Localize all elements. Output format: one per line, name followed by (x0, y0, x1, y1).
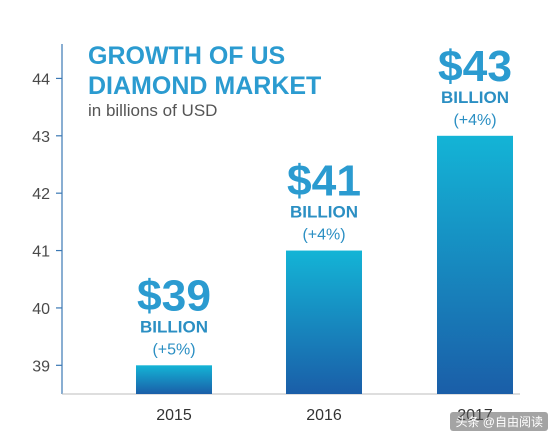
y-tick-label: 42 (32, 186, 50, 203)
y-tick-label: 44 (32, 71, 50, 88)
y-axis-ticks: 39 40 41 42 43 44 (32, 71, 62, 375)
data-label-unit: BILLION (140, 317, 208, 336)
bar-2016 (286, 250, 362, 394)
x-axis-categories: 201520162017 (156, 407, 493, 424)
bar-2015 (136, 365, 212, 394)
data-label-change: (+4%) (302, 227, 345, 244)
data-label-unit: BILLION (441, 88, 509, 107)
bars (136, 135, 513, 394)
data-label-change: (+5%) (152, 341, 195, 358)
y-tick-label: 43 (32, 129, 50, 146)
data-label-value: $41 (287, 157, 361, 206)
watermark: 头条 @自由阅读 (450, 412, 548, 431)
x-category-label: 2016 (306, 407, 342, 424)
data-label-unit: BILLION (290, 203, 358, 222)
data-label-value: $39 (137, 271, 211, 320)
y-tick-label: 41 (32, 244, 50, 261)
y-tick-label: 40 (32, 301, 50, 318)
x-category-label: 2015 (156, 407, 192, 424)
chart-title-line-1: GROWTH OF US (88, 42, 285, 70)
chart-subtitle: in billions of USD (88, 101, 217, 120)
data-label-value: $43 (438, 42, 512, 91)
chart-title-line-2: DIAMOND MARKET (88, 72, 321, 100)
data-label-change: (+4%) (453, 112, 496, 129)
data-labels: $39BILLION(+5%)$41BILLION(+4%)$43BILLION… (137, 42, 512, 359)
y-tick-label: 39 (32, 358, 50, 375)
bar-2017 (437, 135, 513, 394)
